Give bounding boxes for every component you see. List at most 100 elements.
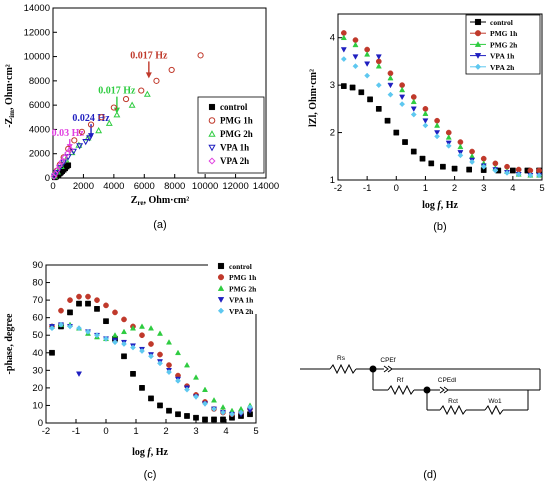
- y-tick-label: 20: [32, 383, 43, 394]
- data-point: [76, 300, 82, 307]
- series-vpa-2h: [49, 321, 253, 418]
- data-point: [457, 152, 464, 159]
- data-point: [120, 328, 128, 335]
- caption-a: (a): [153, 219, 166, 231]
- data-point: [110, 104, 117, 111]
- x-tick-label: 0: [394, 183, 399, 194]
- data-point: [58, 158, 66, 165]
- legend-marker: [208, 157, 216, 165]
- legend-marker: [208, 144, 216, 152]
- data-point: [103, 318, 109, 325]
- legend-label: VPA 2h: [220, 156, 249, 166]
- data-point: [175, 411, 181, 418]
- x-tick-label: 1: [423, 183, 428, 194]
- data-point: [94, 297, 100, 303]
- x-axis-label: log f, Hz: [132, 447, 168, 458]
- series-control: [340, 83, 542, 174]
- legend-label: control: [229, 262, 252, 271]
- y-tick-label: 0: [45, 173, 50, 184]
- x-tick-label: 0: [50, 181, 55, 192]
- legend-label: PMG 2h: [229, 284, 257, 293]
- data-point: [410, 148, 417, 155]
- data-point: [49, 325, 55, 332]
- arrow-head: [145, 72, 152, 79]
- x-tick-label: -1: [72, 426, 80, 437]
- data-point: [94, 306, 100, 312]
- legend-marker: [217, 307, 225, 314]
- data-point: [71, 137, 78, 144]
- y-tick-label: 8000: [29, 76, 50, 87]
- data-point: [153, 77, 160, 84]
- series-vpa-1h: [48, 322, 254, 418]
- y-tick-label: 14000: [24, 3, 50, 14]
- data-point: [202, 400, 208, 407]
- data-point: [165, 339, 173, 345]
- data-point: [364, 51, 371, 57]
- data-point: [122, 95, 130, 103]
- data-point: [85, 328, 91, 335]
- y-tick-label: 4: [330, 33, 335, 44]
- data-point: [340, 34, 347, 41]
- label-rs: Rs: [337, 355, 346, 362]
- y-tick-label: 1: [330, 175, 335, 186]
- data-point: [340, 47, 347, 53]
- data-point: [440, 163, 446, 170]
- data-point: [87, 121, 95, 128]
- data-point: [175, 377, 181, 384]
- data-point: [184, 413, 190, 419]
- legend-marker: [217, 297, 225, 303]
- data-point: [103, 302, 109, 309]
- data-point: [375, 82, 382, 89]
- legend-label: VPA 1h: [490, 52, 515, 61]
- data-point: [434, 122, 441, 128]
- data-point: [504, 169, 510, 176]
- data-point: [130, 344, 136, 351]
- frequency-annotation: 0.024 Hz: [72, 113, 110, 124]
- data-point: [86, 135, 93, 142]
- data-point: [352, 41, 359, 48]
- data-point: [340, 83, 347, 89]
- label-cpef: CPEf: [380, 357, 395, 364]
- data-point: [201, 386, 209, 392]
- legend-marker: [217, 285, 225, 291]
- data-point: [78, 128, 86, 135]
- data-point: [193, 414, 199, 421]
- data-point: [193, 393, 199, 400]
- y-tick-label: 6000: [29, 100, 50, 111]
- data-point: [352, 54, 359, 60]
- y-axis-label: lZl, Ohm·cm²: [308, 69, 319, 127]
- data-point: [143, 90, 151, 97]
- data-point: [121, 353, 127, 360]
- equivalent-circuit: Rs CPEf Rf CPEdl Rct Wo1 (d): [300, 355, 541, 481]
- series-vpa-2h: [50, 146, 74, 180]
- frequency-annotation: 0.017 Hz: [130, 50, 168, 61]
- data-point: [166, 369, 172, 376]
- arrow-head: [113, 107, 120, 114]
- legend-box: [208, 256, 258, 314]
- data-point: [399, 94, 406, 101]
- x-tick-label: 1: [133, 426, 138, 437]
- data-point: [184, 386, 190, 393]
- data-point: [451, 165, 458, 172]
- data-point: [49, 349, 55, 356]
- data-point: [112, 309, 118, 316]
- legend-label: VPA 2h: [490, 63, 515, 72]
- data-point: [428, 160, 435, 167]
- data-point: [147, 325, 155, 331]
- legend-label: control: [220, 102, 248, 112]
- data-point: [139, 385, 145, 391]
- legend-label: VPA 1h: [229, 296, 254, 305]
- y-tick-label: 40: [32, 348, 43, 359]
- legend-label: PMG 1h: [220, 116, 253, 126]
- data-point: [375, 63, 382, 69]
- data-point: [492, 167, 499, 174]
- data-point: [367, 96, 373, 103]
- data-point: [67, 146, 74, 153]
- data-point: [75, 371, 83, 377]
- cpedl-element: [439, 386, 445, 394]
- x-tick-label: 0: [103, 426, 108, 437]
- x-tick-label: 12000: [222, 181, 248, 192]
- data-point: [105, 119, 113, 126]
- label-wo1: Wo1: [488, 398, 502, 405]
